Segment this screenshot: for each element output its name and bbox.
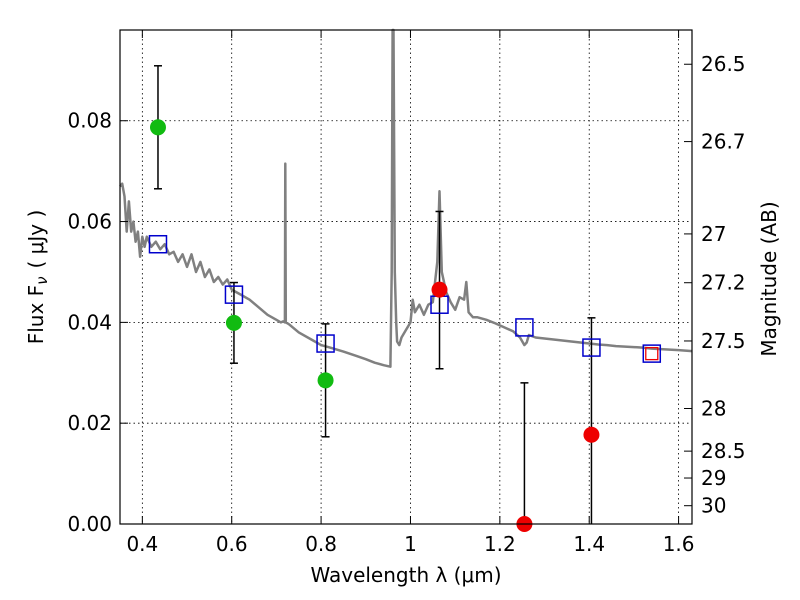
axis-ticks bbox=[120, 30, 692, 525]
x-tick-label: 0.6 bbox=[216, 532, 248, 556]
y-axis-label-units: ( μJy ) bbox=[24, 210, 48, 269]
model-spectrum-line bbox=[119, 28, 693, 368]
x-tick-label: 1.4 bbox=[573, 532, 605, 556]
right-tick-label: 30 bbox=[701, 494, 726, 518]
right-tick-label: 26.7 bbox=[701, 130, 746, 154]
x-tick-label: 0.8 bbox=[305, 532, 337, 556]
model-photometry-square bbox=[515, 318, 534, 337]
y-axis-label-text: Flux F bbox=[24, 285, 48, 344]
y-tick-label: 0.08 bbox=[67, 109, 112, 133]
right-tick-label: 29 bbox=[701, 466, 726, 490]
y-axis-label-subscript: ν bbox=[33, 276, 51, 284]
model-photometry-layer bbox=[148, 234, 662, 363]
right-tick-label: 28.5 bbox=[701, 439, 746, 463]
y-tick-label: 0.06 bbox=[67, 210, 112, 234]
y-axis-label: Flux Fν ( μJy ) bbox=[24, 210, 51, 345]
model-spectrum-layer bbox=[119, 28, 693, 368]
right-tick-label: 27.5 bbox=[701, 329, 746, 353]
x-tick-label: 1.2 bbox=[484, 532, 516, 556]
y-tick-label: 0.04 bbox=[67, 310, 112, 334]
red-data-point bbox=[583, 426, 600, 443]
y-tick-label: 0.00 bbox=[67, 512, 112, 536]
model-photometry-square bbox=[224, 285, 244, 304]
x-axis-label: Wavelength λ (μm) bbox=[310, 563, 501, 587]
x-tick-label: 1 bbox=[404, 532, 417, 556]
model-photometry-square bbox=[642, 344, 662, 363]
model-photometry-square bbox=[148, 234, 168, 254]
model-photometry-square bbox=[582, 338, 601, 357]
red-data-point bbox=[431, 281, 448, 298]
green-data-point bbox=[317, 372, 334, 389]
green-data-point bbox=[225, 314, 242, 331]
right-axis-label: Magnitude (AB) bbox=[757, 201, 781, 356]
plot-frame bbox=[119, 29, 693, 525]
model-photometry-square bbox=[316, 334, 335, 353]
x-tick-label: 0.4 bbox=[126, 532, 158, 556]
x-tick-label: 1.6 bbox=[663, 532, 695, 556]
right-tick-label: 28 bbox=[701, 397, 726, 421]
error-bars-layer bbox=[153, 65, 596, 524]
observed-points-layer bbox=[149, 119, 600, 532]
right-tick-label: 27.2 bbox=[701, 271, 746, 295]
right-tick-label: 27 bbox=[701, 222, 726, 246]
y-tick-label: 0.02 bbox=[67, 411, 112, 435]
green-data-point bbox=[149, 119, 166, 136]
right-tick-label: 26.5 bbox=[701, 52, 746, 76]
red-square-marker bbox=[645, 346, 659, 361]
